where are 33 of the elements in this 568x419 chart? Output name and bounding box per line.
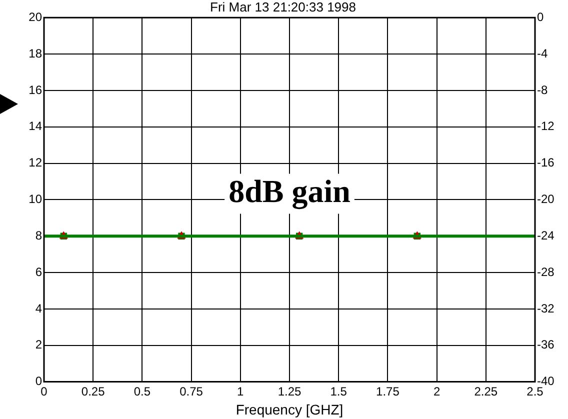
x-tick-label: 1.75 bbox=[376, 384, 400, 398]
y-tick-label: 18 bbox=[28, 46, 42, 60]
y2-tick-label: -12 bbox=[537, 119, 555, 134]
y2-tick-label: -8 bbox=[537, 82, 548, 97]
annotation: 8dB gain bbox=[228, 172, 351, 210]
y-tick-label: 0 bbox=[35, 374, 42, 388]
y2-tick-label: -16 bbox=[537, 156, 555, 170]
y-tick-label: 20 bbox=[28, 10, 42, 24]
x-tick-label: 0.25 bbox=[81, 384, 106, 398]
x-tick-label: 0.75 bbox=[180, 384, 204, 398]
y2-tick-label: -24 bbox=[537, 228, 555, 242]
y2-tick-label: 0 bbox=[537, 10, 544, 24]
x-tick-label: 1.25 bbox=[278, 384, 302, 398]
y-tick-label: 6 bbox=[35, 264, 42, 279]
y-tick-label: 4 bbox=[35, 301, 42, 316]
x-tick-label: 0.5 bbox=[134, 384, 151, 398]
x-tick-label: 2 bbox=[433, 384, 440, 398]
x-tick-label: 2.25 bbox=[474, 384, 498, 398]
y2-tick-label: -20 bbox=[537, 192, 555, 206]
y-tick-label: 10 bbox=[28, 192, 42, 206]
chart-title: Fri Mar 13 21:20:33 1998 bbox=[210, 0, 356, 14]
x-axis-title: Frequency [GHZ] bbox=[236, 401, 344, 418]
x-tick-label: 1 bbox=[237, 384, 244, 398]
y-tick-label: 14 bbox=[28, 119, 42, 134]
y2-tick-label: -36 bbox=[537, 338, 555, 352]
y-tick-label: 12 bbox=[28, 156, 42, 170]
y-tick-label: 2 bbox=[35, 338, 42, 352]
y-tick-label: 16 bbox=[28, 82, 42, 97]
y-tick-label: 8 bbox=[35, 228, 42, 242]
x-tick-label: 1.5 bbox=[330, 384, 348, 398]
y2-tick-label: -28 bbox=[537, 264, 555, 279]
y2-tick-label: -32 bbox=[537, 301, 555, 316]
y2-tick-label: -4 bbox=[537, 46, 548, 60]
